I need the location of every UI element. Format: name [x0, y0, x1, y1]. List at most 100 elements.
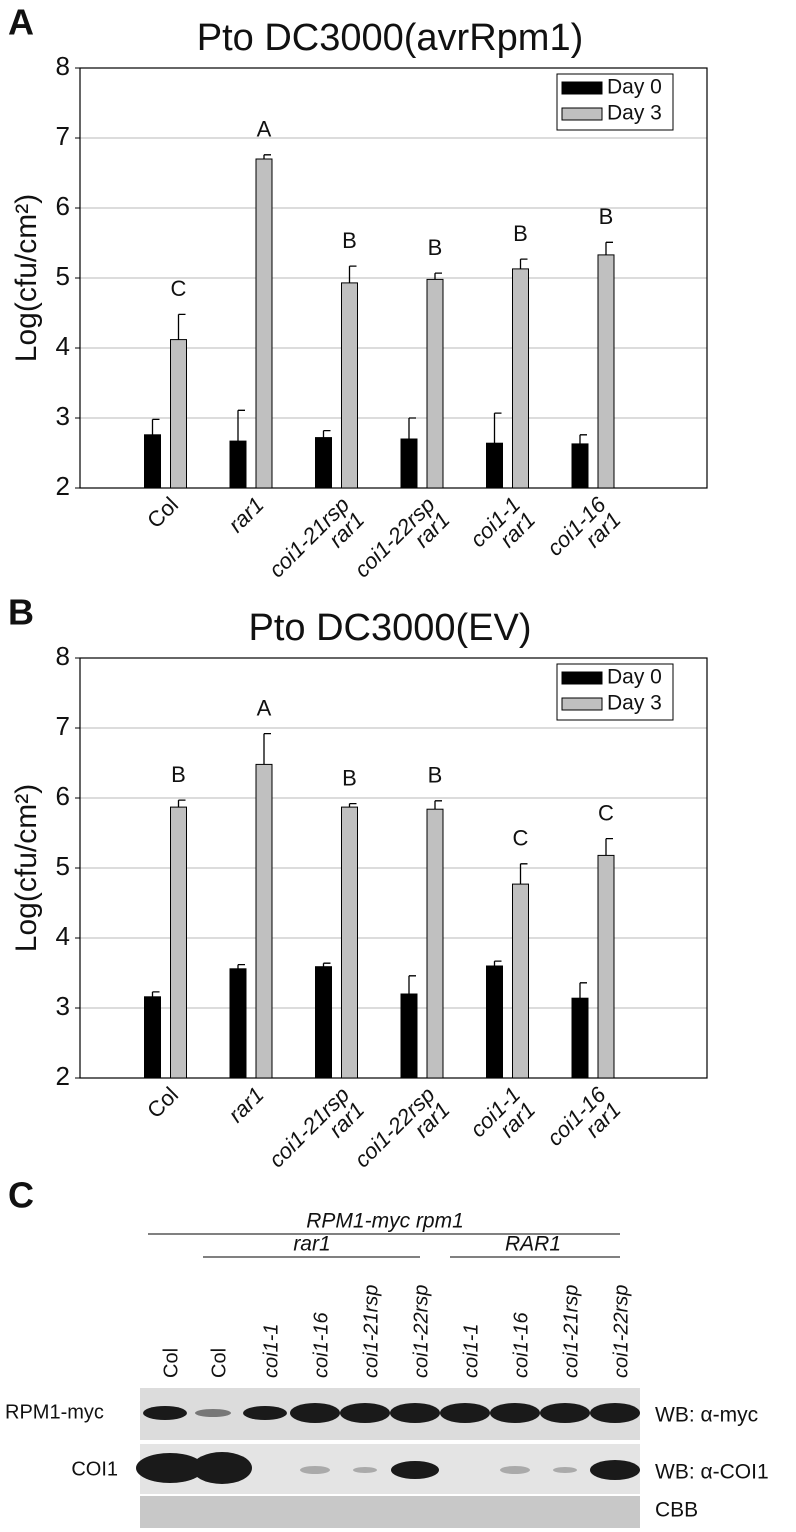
legend-swatch — [561, 81, 603, 95]
bar — [255, 763, 273, 1079]
x-tick-label: rar1 — [223, 492, 268, 537]
band — [136, 1453, 204, 1483]
band — [553, 1467, 577, 1473]
annotation: C — [598, 800, 614, 825]
probe-label: CBB — [655, 1499, 698, 1522]
y-axis-label: Log(cfu/cm²) — [10, 194, 43, 362]
bar — [144, 996, 161, 1079]
bar — [170, 806, 187, 1079]
lane-label: coi1-16 — [310, 1312, 332, 1378]
y-tick-label: 4 — [56, 331, 70, 361]
annotation: B — [342, 228, 357, 253]
annotation: C — [171, 276, 187, 301]
bar — [426, 808, 444, 1079]
legend-label: Day 0 — [607, 666, 662, 689]
x-tick-label: Col — [142, 1082, 183, 1123]
lane-label: coi1-21rsp — [560, 1285, 582, 1378]
error-bar — [493, 412, 502, 444]
annotation: B — [171, 762, 186, 787]
chart-title: Pto DC3000(EV) — [248, 607, 531, 649]
legend-label: Day 0 — [607, 76, 662, 99]
y-tick-label: 7 — [56, 121, 70, 151]
band — [300, 1466, 330, 1474]
bands — [136, 1403, 640, 1484]
bar — [486, 965, 503, 1079]
lane-label: coi1-21rsp — [360, 1285, 382, 1378]
y-tick-label: 4 — [56, 921, 70, 951]
bar — [255, 158, 273, 489]
bar — [512, 268, 529, 489]
legend-label: Day 3 — [607, 102, 662, 125]
band — [243, 1406, 287, 1420]
plot-frame — [79, 67, 708, 489]
blot-header: RPM1-myc rpm1 — [306, 1210, 464, 1233]
bar — [315, 966, 332, 1079]
group-label: rar1 — [293, 1233, 330, 1256]
error-bar — [434, 272, 442, 280]
bar — [512, 883, 529, 1079]
bar — [400, 438, 418, 489]
annotation: A — [257, 695, 272, 720]
y-tick-label: 3 — [56, 401, 70, 431]
bar — [229, 968, 247, 1079]
y-tick-label: 3 — [56, 991, 70, 1021]
band — [390, 1403, 440, 1423]
band — [353, 1467, 377, 1473]
bar — [341, 282, 358, 489]
lane-label: coi1-1 — [260, 1324, 282, 1378]
bar — [597, 254, 615, 489]
lane-label: Col — [208, 1348, 230, 1378]
band — [195, 1409, 231, 1417]
y-tick-label: 7 — [56, 711, 70, 741]
band — [490, 1403, 540, 1423]
error-bar — [348, 802, 357, 808]
error-bar — [322, 962, 331, 967]
error-bar — [605, 837, 613, 856]
error-bar — [237, 409, 245, 442]
legend-swatch — [561, 107, 603, 121]
error-bar — [519, 863, 528, 885]
x-tick-label: rar1 — [223, 1082, 268, 1127]
error-bar — [519, 258, 528, 269]
error-bar — [493, 960, 502, 966]
chart-title: Pto DC3000(avrRpm1) — [197, 17, 583, 59]
error-bar — [579, 982, 587, 999]
x-tick-label: Col — [142, 492, 183, 533]
panel-letter: B — [8, 592, 34, 633]
band — [391, 1461, 439, 1479]
error-bar — [263, 732, 271, 765]
error-bar — [263, 154, 271, 159]
error-bar — [151, 418, 160, 435]
legend-label: Day 3 — [607, 692, 662, 715]
bar — [341, 806, 358, 1079]
y-tick-label: 6 — [56, 781, 70, 811]
annotation: B — [599, 204, 614, 229]
error-bar — [408, 417, 416, 439]
error-bar — [177, 313, 186, 340]
bar — [571, 443, 589, 489]
legend-swatch — [561, 697, 603, 711]
band — [290, 1403, 340, 1423]
row-label: RPM1-myc — [5, 1401, 104, 1423]
row-label: COI1 — [71, 1458, 118, 1480]
lane-label: coi1-22rsp — [610, 1285, 632, 1378]
y-tick-label: 5 — [56, 261, 70, 291]
lane-label: coi1-16 — [510, 1312, 532, 1378]
annotation: C — [513, 826, 529, 851]
bar — [170, 339, 187, 489]
band — [590, 1460, 640, 1480]
blot-panel: C RPM1-myc rpm1 rar1 RAR1 RPM1-myc COI1 … — [5, 1175, 769, 1528]
plot-frame — [79, 657, 708, 1079]
annotation: B — [428, 763, 443, 788]
error-bar — [151, 991, 160, 997]
annotation: B — [342, 765, 357, 790]
error-bar — [348, 265, 357, 283]
lane-label: Col — [160, 1348, 182, 1378]
bar — [144, 434, 161, 489]
blot-strip — [140, 1496, 640, 1528]
y-tick-label: 8 — [56, 641, 70, 671]
error-bar — [237, 963, 245, 969]
error-bar — [434, 800, 442, 810]
legend-box — [556, 663, 674, 721]
y-tick-label: 6 — [56, 191, 70, 221]
